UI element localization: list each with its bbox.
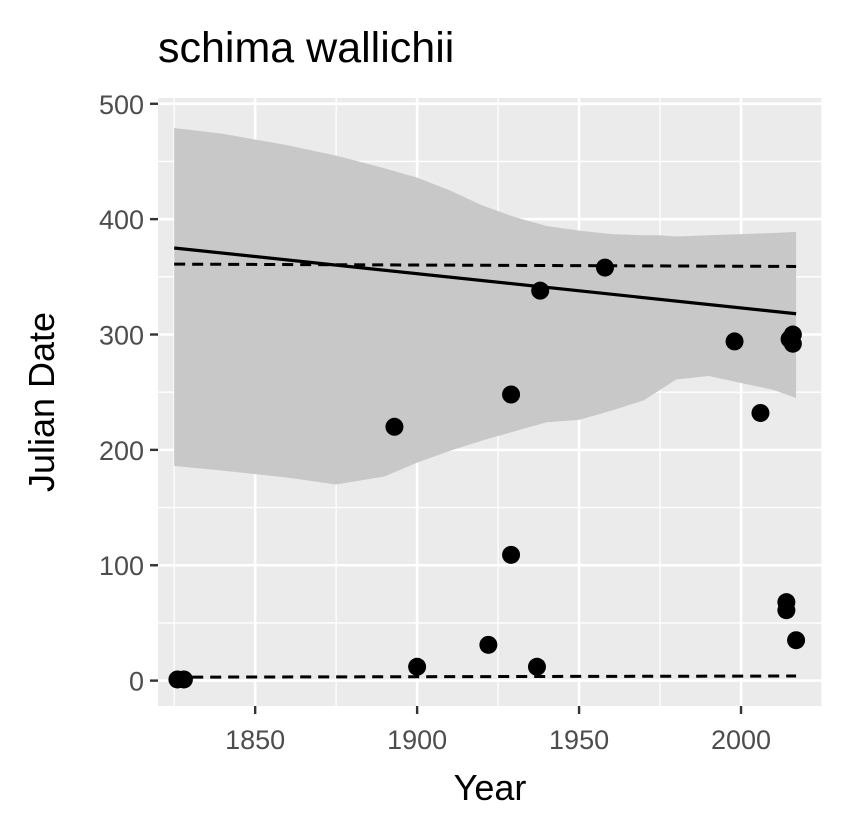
dashed-lines-layer (174, 262, 797, 679)
dashed-line-upper (174, 262, 797, 268)
x-tick-label: 1950 (549, 725, 609, 755)
points-layer (168, 258, 806, 689)
x-tick-label: 1850 (225, 725, 285, 755)
x-tick-label: 1900 (387, 725, 447, 755)
data-point (408, 657, 427, 676)
x-axis: 1850 1900 1950 2000 (225, 706, 771, 755)
dashed-line-lower (174, 674, 797, 679)
y-tick-label: 400 (99, 205, 144, 235)
x-tick-label: 2000 (711, 725, 771, 755)
y-tick-label: 100 (99, 551, 144, 581)
data-point (479, 635, 498, 654)
trend-line (174, 246, 797, 316)
data-point (787, 631, 806, 650)
data-point (777, 601, 796, 620)
confidence-band (174, 127, 797, 485)
data-point (725, 332, 744, 351)
y-axis-title: Julian Date (21, 312, 62, 492)
confidence-band-layer (174, 127, 797, 485)
y-tick-label: 0 (129, 667, 144, 697)
y-tick-label: 300 (99, 321, 144, 351)
data-point (174, 670, 193, 689)
y-tick-label: 500 (99, 90, 144, 120)
data-point (502, 385, 521, 404)
y-tick-label: 200 (99, 436, 144, 466)
data-point (783, 334, 802, 353)
data-point (595, 258, 614, 277)
data-point (385, 417, 404, 436)
data-point (751, 403, 770, 422)
data-point (502, 545, 521, 564)
chart-title: schima wallichii (158, 24, 454, 72)
data-point (527, 657, 546, 676)
trend-layer (174, 246, 797, 316)
x-axis-title: Year (454, 767, 527, 808)
y-axis: 0 100 200 300 400 500 (99, 90, 158, 697)
data-point (531, 281, 550, 300)
